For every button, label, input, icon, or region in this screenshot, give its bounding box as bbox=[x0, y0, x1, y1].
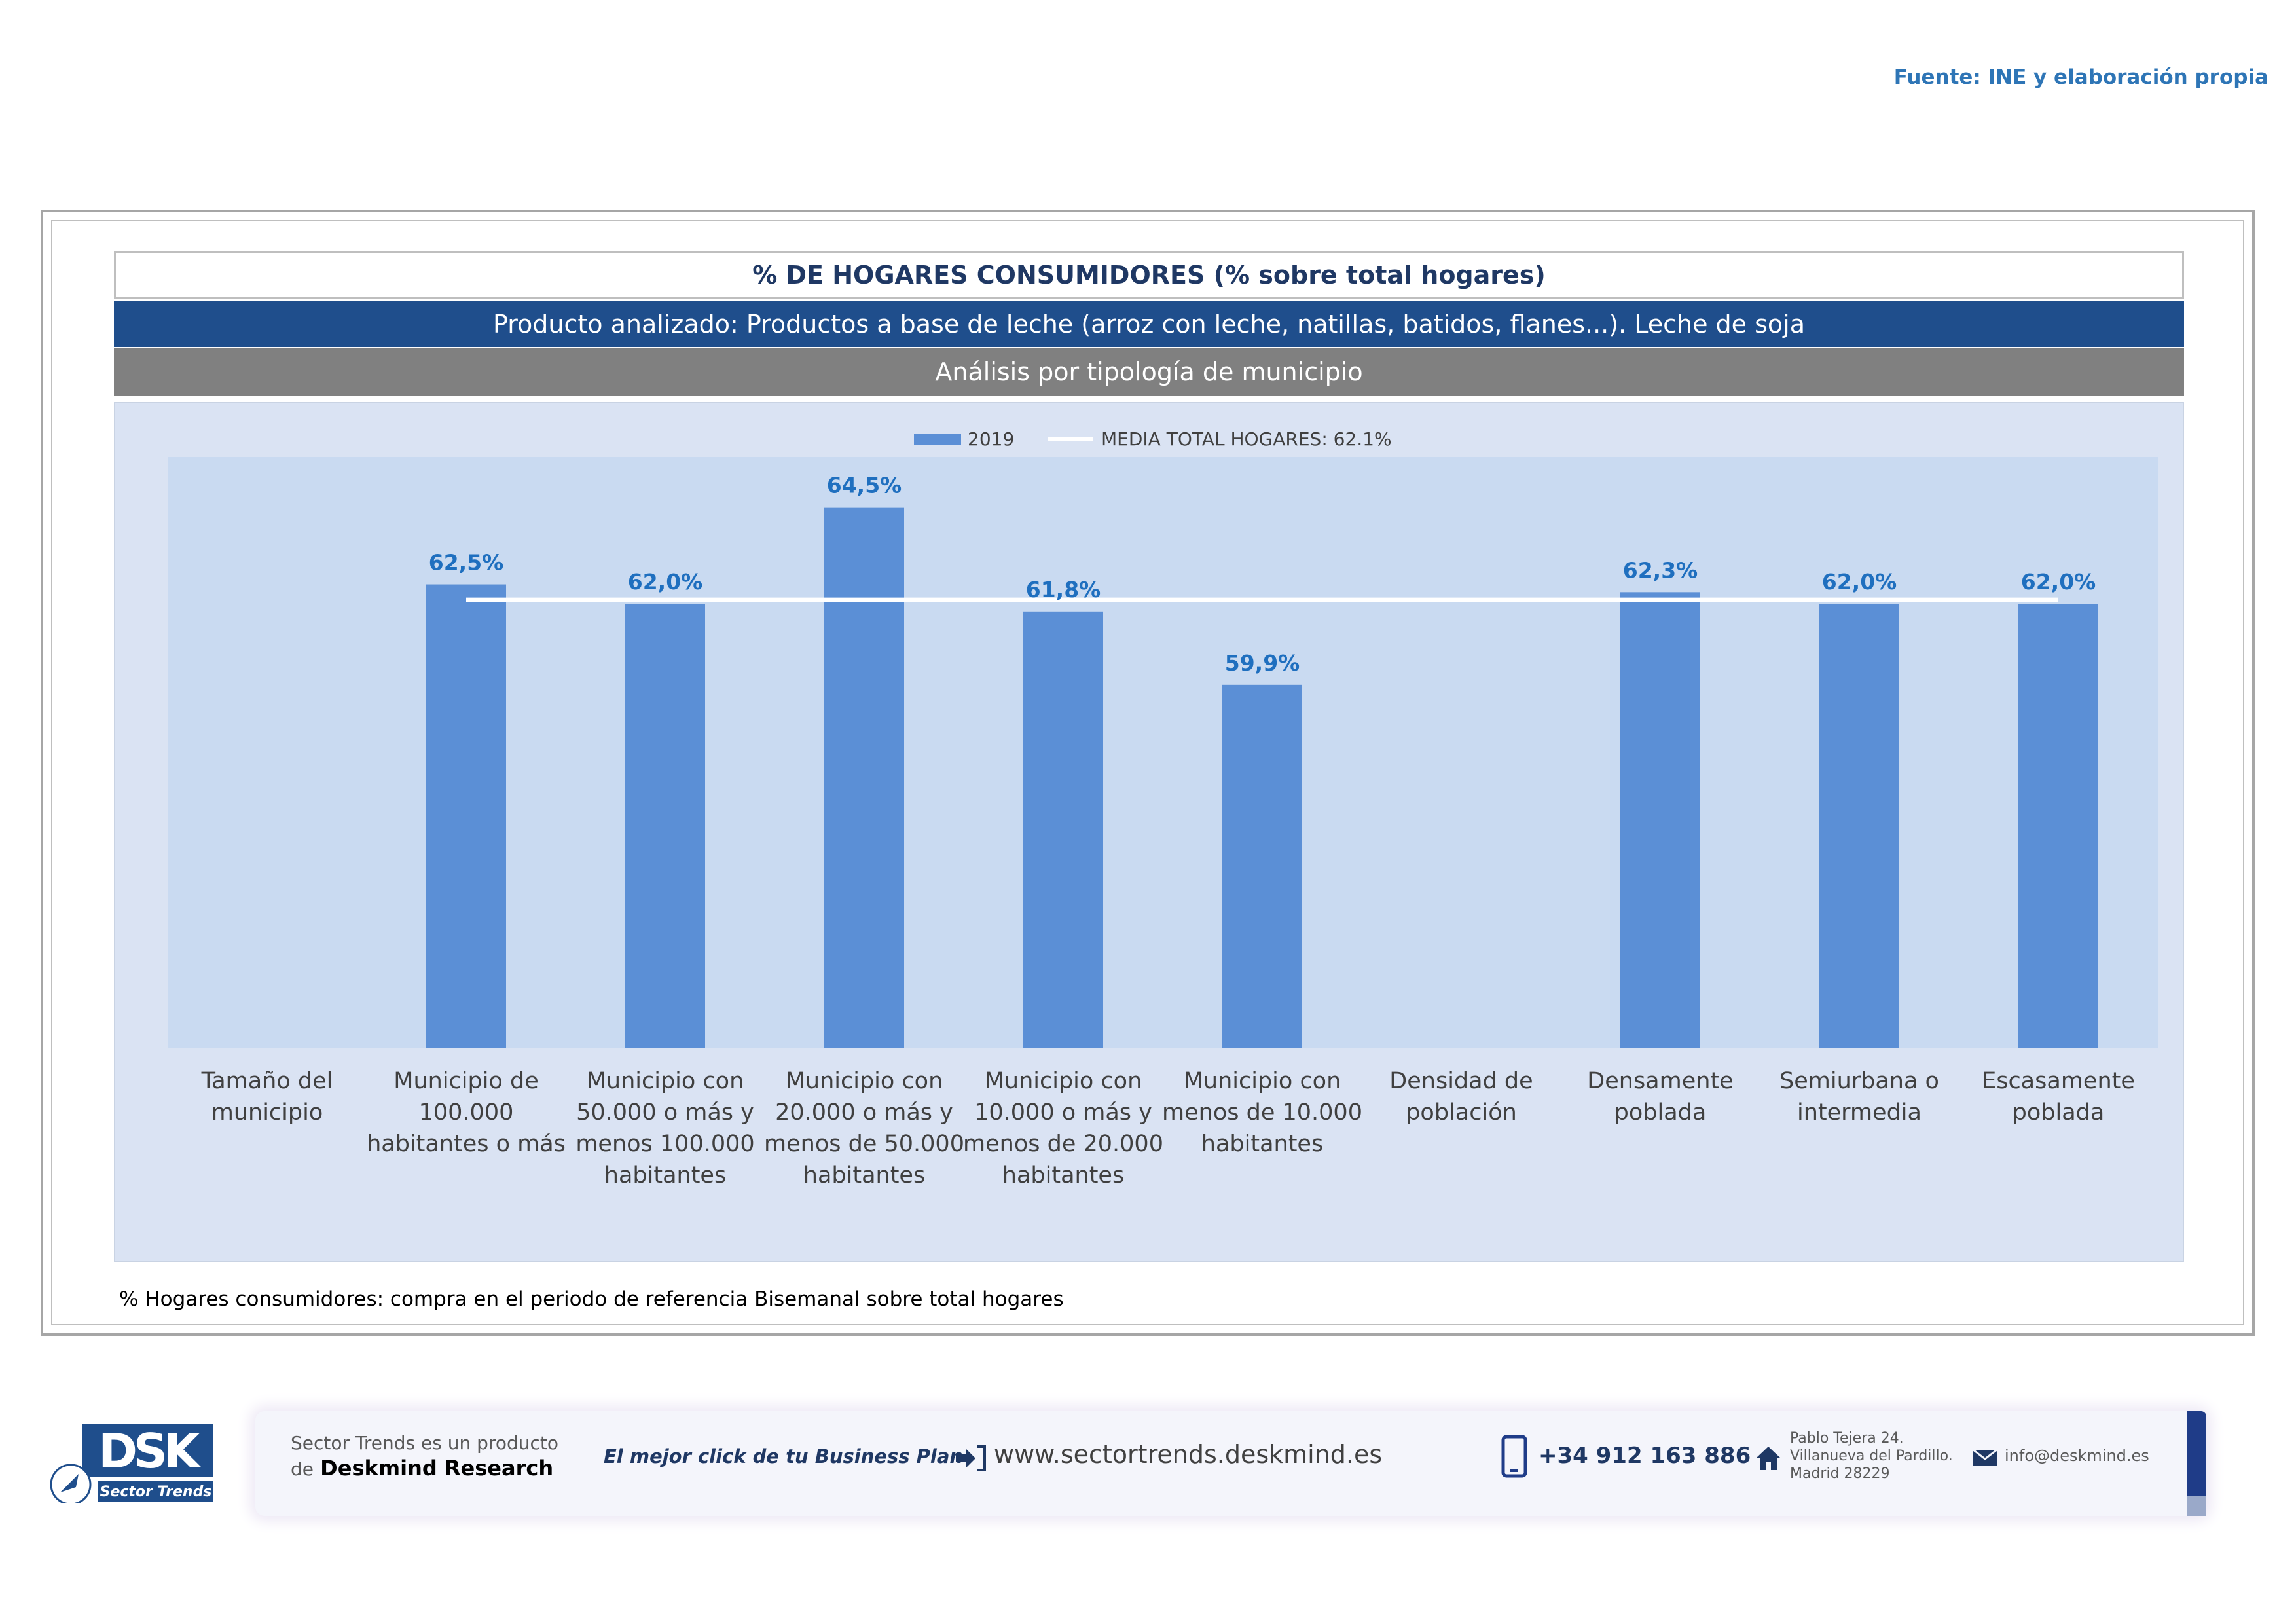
logo-subtitle: Sector Trends bbox=[100, 1484, 212, 1500]
category-label: Municipio de 100.000 habitantes o más bbox=[367, 1068, 566, 1157]
value-label: 62,0% bbox=[628, 569, 703, 595]
footer-banner: Sector Trends es un producto de Deskmind… bbox=[255, 1411, 2206, 1516]
legend-bar-label: 2019 bbox=[968, 428, 1014, 450]
footer-website[interactable]: www.sectortrends.deskmind.es bbox=[994, 1440, 1383, 1469]
bar bbox=[1819, 604, 1899, 1048]
value-label: 62,3% bbox=[1623, 557, 1698, 583]
chart-frame bbox=[41, 210, 2255, 1336]
footnote: % Hogares consumidores: compra en el per… bbox=[119, 1287, 1064, 1311]
category-label: Municipio con 10.000 o más y menos de 20.0… bbox=[963, 1068, 1163, 1189]
footer-address: Pablo Tejera 24. Villanueva del Pardillo… bbox=[1790, 1430, 1953, 1482]
home-icon bbox=[1756, 1447, 1781, 1470]
bar bbox=[824, 507, 904, 1048]
bar bbox=[426, 584, 506, 1048]
bar-chart: 2019 MEDIA TOTAL HOGARES: 62.1% 62,5%62,… bbox=[168, 428, 2158, 1189]
category-label: Densidad de población bbox=[1389, 1068, 1533, 1126]
phone-icon bbox=[1501, 1435, 1527, 1478]
arrow-enter-icon bbox=[956, 1445, 986, 1471]
category-labels: Tamaño del municipio Municipio de 100.000 ha… bbox=[201, 1068, 2135, 1189]
footer-phone[interactable]: +34 912 163 886 bbox=[1539, 1443, 1751, 1469]
chart-area: 2019 MEDIA TOTAL HOGARES: 62.1% 62,5% 62,… bbox=[114, 402, 2184, 1262]
category-label: Municipio con 20.000 o más y menos de 50.0… bbox=[764, 1068, 964, 1189]
legend-bar-swatch bbox=[914, 434, 961, 445]
footer-product-line2: de Deskmind Research bbox=[291, 1456, 554, 1481]
analysis-banner: Análisis por tipología de municipio bbox=[114, 348, 2184, 396]
legend-line-label: MEDIA TOTAL HOGARES: 62.1% bbox=[1101, 428, 1392, 450]
bar bbox=[1222, 684, 1302, 1048]
category-label: Municipio con menos de 10.000 habitantes bbox=[1162, 1068, 1362, 1157]
category-label: Escasamente poblada bbox=[1982, 1068, 2135, 1126]
footer-slogan: El mejor click de tu Business Plan bbox=[604, 1445, 964, 1467]
category-label: Semiurbana o intermedia bbox=[1779, 1068, 1939, 1126]
product-banner: Producto analizado: Productos a base de … bbox=[114, 301, 2184, 347]
bar bbox=[1023, 611, 1103, 1048]
dsk-logo: DSK Sector Trends bbox=[50, 1424, 213, 1503]
bar bbox=[2018, 604, 2098, 1048]
category-label: Tamaño del municipio bbox=[201, 1068, 333, 1126]
value-label: 59,9% bbox=[1225, 650, 1300, 676]
value-label: 62,5% bbox=[429, 550, 504, 576]
bar bbox=[625, 604, 705, 1048]
chart-title: % DE HOGARES CONSUMIDORES (% sobre total… bbox=[114, 251, 2184, 299]
value-labels: 62,5% 62,0% 64,5% 61,8% 59,9% 62,3% 62,0% 62,0% bbox=[429, 473, 2096, 676]
footer-product-line1: Sector Trends es un producto bbox=[291, 1432, 558, 1454]
logo-text: DSK bbox=[98, 1424, 202, 1479]
footer-email[interactable]: info@deskmind.es bbox=[2005, 1447, 2149, 1465]
bars bbox=[426, 507, 2098, 1048]
source-note: Fuente: INE y elaboración propia bbox=[1893, 65, 2269, 89]
value-label: 61,8% bbox=[1026, 577, 1101, 602]
value-label: 62,0% bbox=[1822, 569, 1897, 595]
legend: 2019 MEDIA TOTAL HOGARES: 62.1% bbox=[914, 428, 1392, 450]
mail-icon bbox=[1973, 1449, 1997, 1466]
category-label: Densamente poblada bbox=[1587, 1068, 1733, 1126]
bar bbox=[1620, 592, 1700, 1048]
category-label: Municipio con 50.000 o más y menos 100.000… bbox=[575, 1068, 754, 1189]
value-label: 64,5% bbox=[827, 473, 902, 498]
value-label: 62,0% bbox=[2021, 569, 2096, 595]
